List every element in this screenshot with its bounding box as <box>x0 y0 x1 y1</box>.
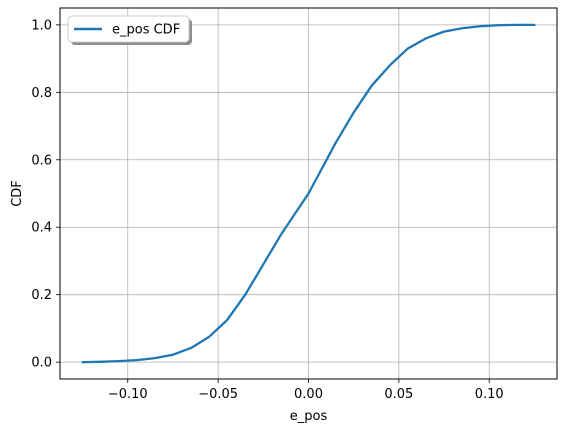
y-tick-label: 0.6 <box>31 153 52 168</box>
x-axis: −0.10 −0.05 0.00 0.05 0.10 <box>108 379 504 402</box>
y-tick-label: 0.0 <box>31 356 52 371</box>
y-tick-label: 1.0 <box>31 18 52 33</box>
y-axis-label: CDF <box>10 180 25 207</box>
y-tick-label: 0.4 <box>31 221 52 236</box>
x-tick-label: 0.05 <box>384 387 413 402</box>
x-tick-label: −0.05 <box>198 387 238 402</box>
y-tick-label: 0.8 <box>31 86 52 101</box>
x-tick-label: 0.10 <box>475 387 504 402</box>
series-layer <box>81 23 536 364</box>
legend-entry-label: e_pos CDF <box>112 23 180 38</box>
x-tick-label: −0.10 <box>108 387 148 402</box>
cdf-line <box>81 23 536 364</box>
legend: e_pos CDF <box>67 15 192 45</box>
legend-box <box>67 15 190 43</box>
x-axis-label: e_pos <box>290 409 328 424</box>
y-axis: 0.0 0.2 0.4 0.6 0.8 1.0 <box>31 18 60 371</box>
y-tick-label: 0.2 <box>31 288 52 303</box>
x-tick-label: 0.00 <box>294 387 323 402</box>
